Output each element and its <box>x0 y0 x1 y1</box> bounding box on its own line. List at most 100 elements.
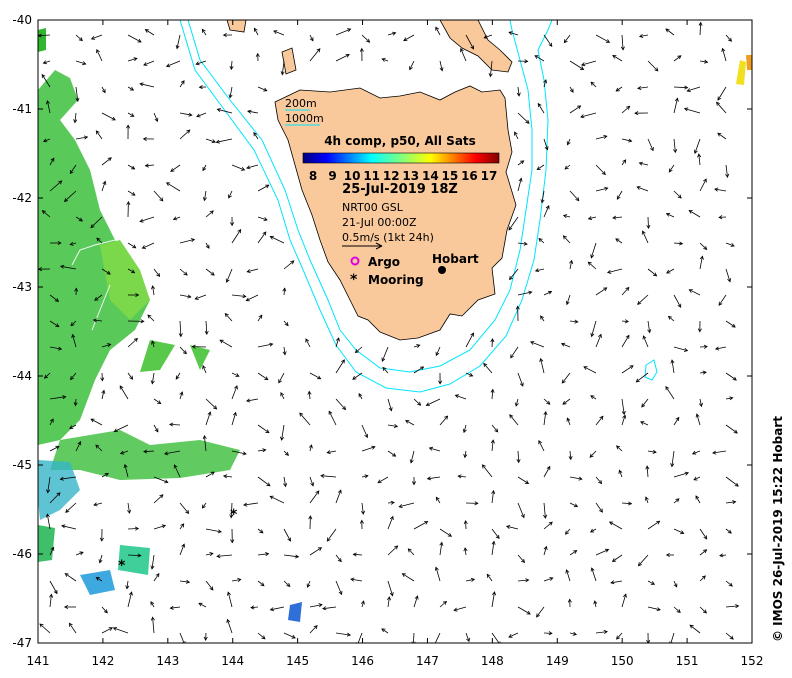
current-arrow <box>465 34 474 50</box>
current-arrow <box>307 580 311 588</box>
current-arrow-head <box>509 275 514 281</box>
current-arrow-head <box>543 545 548 551</box>
current-arrow-head <box>508 226 513 231</box>
current-arrow <box>590 395 597 400</box>
current-arrow <box>49 346 62 350</box>
current-arrow <box>153 398 161 404</box>
current-arrow <box>205 471 215 478</box>
current-arrow <box>49 418 54 426</box>
current-arrow <box>205 580 214 591</box>
current-arrow-head <box>567 598 572 603</box>
current-arrow-head <box>95 577 100 581</box>
current-arrow-head <box>204 330 209 336</box>
colorbar <box>302 152 500 164</box>
current-arrow <box>140 83 155 88</box>
current-arrow <box>198 602 207 608</box>
current-arrow-head <box>140 319 145 324</box>
current-arrow <box>335 359 345 374</box>
current-arrow <box>41 74 51 88</box>
current-arrow <box>673 498 680 504</box>
current-arrow <box>328 411 337 426</box>
current-arrow-head <box>544 146 549 151</box>
current-arrow-head <box>590 254 595 259</box>
current-arrow-head <box>683 348 689 352</box>
current-arrow-head <box>665 552 670 558</box>
current-arrow-head <box>488 73 493 78</box>
current-arrow-head <box>201 504 206 509</box>
current-arrow-head <box>229 514 234 519</box>
current-arrow-head <box>516 459 521 464</box>
current-arrow-head <box>178 333 183 338</box>
current-arrow-head <box>269 342 274 347</box>
current-arrow-head <box>719 553 724 558</box>
current-arrow <box>387 32 396 36</box>
current-arrow <box>563 235 571 244</box>
current-arrow-head <box>216 108 221 112</box>
current-arrow <box>673 98 678 114</box>
current-arrow <box>536 164 545 170</box>
current-arrow-head <box>262 448 267 453</box>
tasmania-landmass <box>274 85 517 341</box>
current-arrow-head <box>126 200 131 206</box>
current-arrow <box>205 268 215 276</box>
current-arrow-head <box>242 294 247 299</box>
current-arrow-head <box>107 157 112 162</box>
current-arrow-head <box>352 375 357 380</box>
current-arrow-head <box>534 55 539 59</box>
current-arrow-head <box>470 45 474 50</box>
current-arrow <box>38 34 51 37</box>
current-arrow <box>699 549 707 556</box>
current-arrow-head <box>46 489 51 494</box>
current-arrow-head <box>680 530 685 535</box>
current-arrow-head <box>616 635 621 640</box>
current-arrow-head <box>338 590 343 596</box>
current-arrow-head <box>417 401 422 406</box>
current-arrow <box>101 268 111 275</box>
current-arrow-head <box>703 535 708 540</box>
current-arrow <box>179 391 183 400</box>
current-arrow <box>673 242 683 245</box>
current-arrow-head <box>96 237 101 242</box>
current-arrow-head <box>308 444 313 449</box>
current-arrow-head <box>394 545 399 550</box>
current-arrow <box>563 215 571 218</box>
current-arrow-head <box>732 500 737 505</box>
current-arrow-head <box>668 168 673 173</box>
current-arrow-head <box>305 338 310 343</box>
current-arrow-head <box>703 245 708 250</box>
current-arrow <box>569 502 578 507</box>
current-arrow-head <box>698 402 703 408</box>
current-arrow <box>358 393 363 400</box>
current-arrow <box>327 450 337 454</box>
current-arrow <box>69 164 77 174</box>
current-arrow <box>153 424 159 432</box>
current-arrow <box>70 242 77 245</box>
current-arrow-head <box>284 451 289 456</box>
current-arrow-head <box>625 286 630 291</box>
current-arrow-head <box>381 58 386 62</box>
current-arrow-head <box>53 589 58 595</box>
current-arrow-head <box>637 85 642 90</box>
current-arrow-head <box>646 224 651 230</box>
current-arrow <box>353 553 363 556</box>
current-arrow <box>543 577 553 582</box>
current-arrow-head <box>195 61 200 66</box>
x-tick-label: 151 <box>676 654 699 668</box>
current-arrow <box>543 79 547 88</box>
current-arrow-head <box>166 182 171 186</box>
current-arrow <box>95 444 103 452</box>
current-arrow <box>647 60 659 72</box>
current-arrow <box>151 340 155 348</box>
y-tick-label: -41 <box>12 102 32 116</box>
current-arrow <box>147 314 155 322</box>
current-arrow-head <box>175 375 180 380</box>
current-arrow <box>714 188 727 192</box>
current-arrow-head <box>428 446 434 451</box>
current-arrow-head <box>525 578 530 583</box>
current-arrow-head <box>426 476 432 481</box>
current-arrow-head <box>674 97 679 102</box>
current-arrow-head <box>61 524 66 529</box>
current-arrow-head <box>335 337 340 342</box>
current-arrow <box>381 58 389 62</box>
current-arrow <box>491 389 494 400</box>
